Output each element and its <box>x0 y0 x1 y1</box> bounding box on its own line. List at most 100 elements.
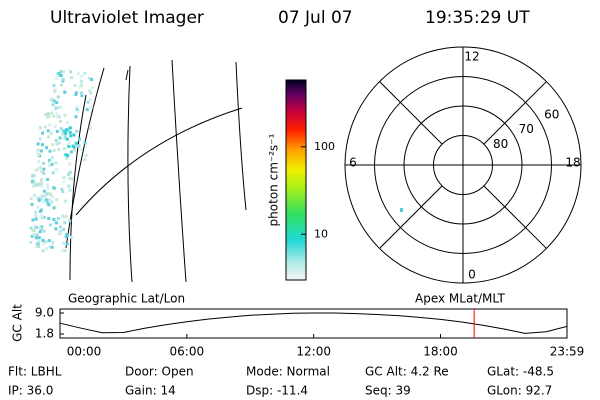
map-pixel <box>60 83 63 87</box>
map-pixel <box>61 78 65 81</box>
map-pixel <box>41 249 45 253</box>
map-line <box>65 67 105 249</box>
colorbar-label: photon cm⁻²s⁻¹ <box>267 133 281 226</box>
map-pixel <box>34 225 38 229</box>
map-pixel <box>86 100 90 104</box>
map-pixel <box>65 121 69 124</box>
map-pixel <box>78 85 82 89</box>
map-pixel <box>83 158 87 162</box>
map-pixel <box>54 227 58 231</box>
map-pixel <box>65 242 69 246</box>
map-pixel <box>63 90 67 94</box>
map-pixel <box>37 153 41 157</box>
map-pixel <box>70 76 73 80</box>
map-pixel <box>58 73 62 77</box>
map-pixel <box>77 137 81 141</box>
map-pixel <box>47 112 50 116</box>
map-pixel <box>50 111 54 115</box>
x-tick-label: 23:59 <box>550 345 585 359</box>
map-pixel <box>69 134 73 138</box>
status-field: GLat: -48.5 <box>487 365 554 379</box>
map-pixel <box>69 150 73 154</box>
map-pixel <box>47 159 51 163</box>
map-pixel <box>41 200 45 204</box>
map-pixel <box>34 183 38 187</box>
status-field: Door: Open <box>125 365 194 379</box>
map-pixel <box>45 146 48 150</box>
lat-ring <box>433 135 493 195</box>
status-field: Mode: Normal <box>246 365 330 379</box>
map-pixel <box>47 135 51 139</box>
map-pixel <box>54 221 58 225</box>
map-pixel <box>90 105 94 109</box>
map-pixel <box>46 178 50 181</box>
map-pixel <box>52 99 56 103</box>
map-pixel <box>45 200 49 204</box>
map-pixel <box>68 176 72 180</box>
map-pixel <box>69 70 73 74</box>
map-pixel <box>76 72 80 76</box>
map-pixel <box>51 241 55 245</box>
map-pixel <box>72 145 76 149</box>
y-label: GC Alt <box>11 304 25 342</box>
map-pixel <box>34 217 38 221</box>
map-pixel <box>74 141 78 145</box>
map-pixel <box>40 225 44 229</box>
lat-label: 80 <box>493 137 508 151</box>
map-pixel <box>66 154 70 158</box>
map-pixel <box>54 139 58 143</box>
map-pixel <box>30 180 34 184</box>
map-pixel <box>79 83 83 87</box>
map-pixel <box>89 91 93 95</box>
hour-label: 18 <box>565 156 580 170</box>
status-field: Dsp: -11.4 <box>246 384 308 398</box>
map-pixel <box>53 88 57 92</box>
map-pixel <box>47 198 51 202</box>
map-pixel <box>55 142 59 146</box>
status-field: GC Alt: 4.2 Re <box>365 365 449 379</box>
polar-plot <box>344 46 582 284</box>
title: Ultraviolet Imager <box>50 8 204 28</box>
map-pixel <box>42 229 46 233</box>
map-pixel <box>58 225 62 229</box>
map-pixel <box>40 184 44 188</box>
map-pixel <box>44 125 47 129</box>
map-pixel <box>90 86 94 90</box>
spoke <box>379 185 443 249</box>
map-pixel <box>36 183 40 187</box>
map-pixel <box>39 208 43 212</box>
map-pixel <box>56 115 60 119</box>
map-pixel <box>61 190 65 193</box>
map-pixel <box>44 113 48 116</box>
map-pixel <box>38 166 42 170</box>
map-pixel <box>33 193 36 197</box>
map-pixel <box>67 144 71 148</box>
hour-label: 0 <box>468 268 476 282</box>
map-pixel <box>83 71 87 75</box>
map-pixel <box>68 219 72 223</box>
hour-label: 12 <box>464 50 479 64</box>
map-pixel <box>32 184 36 188</box>
map-pixel <box>31 174 35 178</box>
map-pixel <box>42 167 46 171</box>
map-pixel <box>35 233 39 237</box>
map-pixel <box>58 141 61 145</box>
map-pixel <box>83 141 87 145</box>
hour-label: 6 <box>349 156 357 170</box>
map-pixel <box>74 91 78 95</box>
map-pixel <box>68 130 72 134</box>
map-pixel <box>45 192 49 196</box>
map-pixel <box>65 137 69 141</box>
map-pixel <box>50 156 54 160</box>
map-pixel <box>80 74 84 78</box>
map-pixel <box>76 110 80 114</box>
status-field: Seq: 39 <box>365 384 411 398</box>
status-field: Gain: 14 <box>125 384 176 398</box>
map-pixel <box>48 245 52 249</box>
map-pixel <box>70 177 74 181</box>
map-pixel <box>30 234 34 238</box>
map-pixel <box>42 161 45 165</box>
map-pixel <box>60 214 64 218</box>
map-pixel <box>48 223 52 227</box>
